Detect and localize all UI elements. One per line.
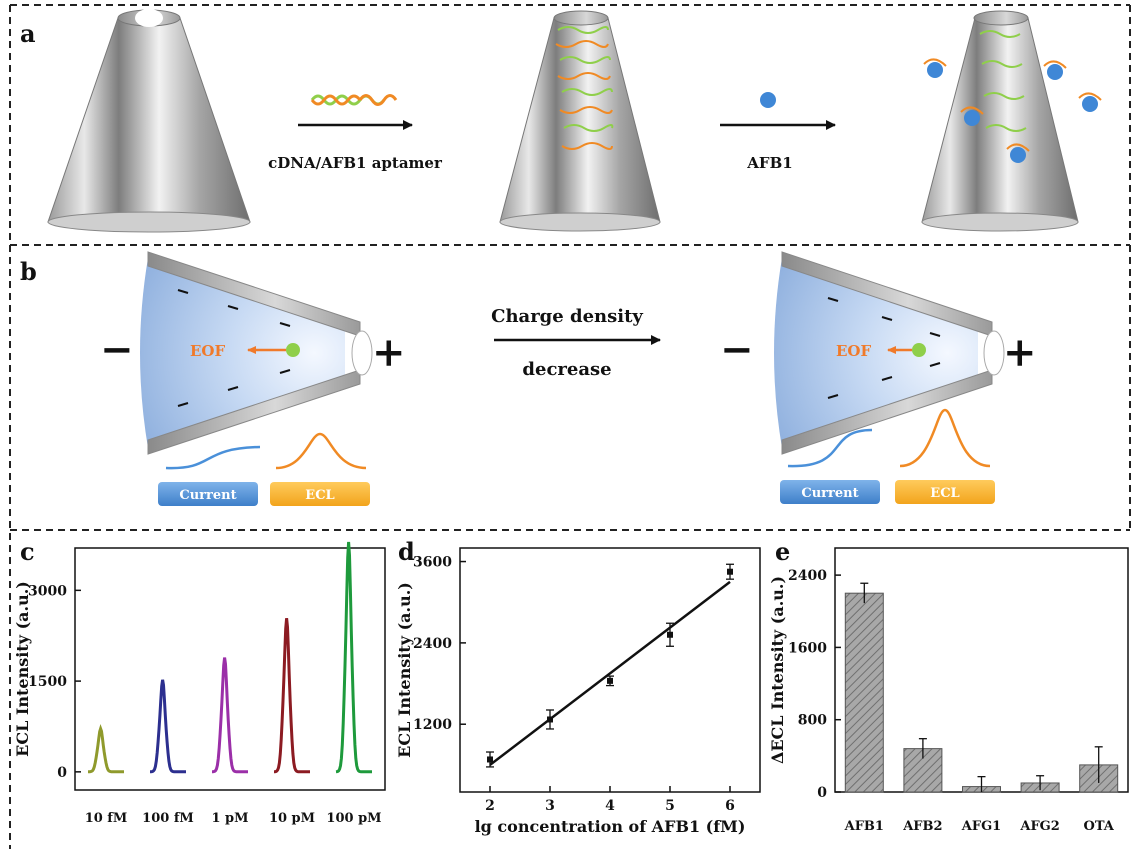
ecl-trace-1 [150,679,186,774]
ecl-trace-3 [274,618,310,774]
ecl-trace-right [899,408,991,468]
plot-frame-c [74,547,386,791]
category-label-e-0: AFB1 [844,819,884,834]
current-trace-right [787,428,873,468]
afb1-aptamer-complexes [923,58,1102,163]
concentration-label-1: 100 fM [142,811,194,826]
y-tick-label-e-2: 1600 [788,640,827,656]
x-axis-title-d: lg concentration of AFB1 (fM) [475,817,746,836]
y-tick-label-c-2: 3000 [28,583,67,599]
ecl-legend-left-text: ECL [305,488,334,503]
category-label-e-3: AFG2 [1019,819,1059,834]
y-tick-label-e-3: 2400 [788,568,827,584]
current-trace-left [165,445,261,470]
category-label-e-1: AFB2 [902,819,942,834]
arrow-charge-decrease: Charge density decrease [491,306,661,380]
nanochannel-bare [47,9,251,233]
y-tick-label-d-1: 2400 [413,636,452,652]
step-1-label: cDNA/AFB1 aptamer [268,154,443,172]
arrow-top-label: Charge density [491,306,643,327]
concentration-label-4: 100 pM [326,811,381,826]
concentration-label-3: 10 pM [269,811,315,826]
category-label-e-2: AFG1 [961,819,1001,834]
step-2-label: AFB1 [746,154,792,172]
x-tick-label-d-2: 4 [605,798,615,814]
data-point-d-3 [667,631,673,638]
ecl-trace-0 [88,723,124,774]
nanochannel-right [774,251,1005,455]
arrow-step-2: AFB1 [720,92,836,172]
y-tick-label-d-0: 1200 [413,717,452,733]
panel-c-letter: c [20,537,35,566]
x-tick-label-d-0: 2 [485,798,495,814]
ecl-legend-right-text: ECL [930,486,959,501]
current-legend-left-text: Current [179,488,236,503]
concentration-label-0: 10 fM [85,811,128,826]
current-legend-right [780,480,880,504]
panel-frame [9,4,1131,849]
cathode-minus-right: − [720,326,754,373]
nanochannel-afb1-bound [921,10,1102,232]
y-axis-title-c: ECL Intensity (a.u.) [13,581,32,757]
ecl-legend-left [270,482,370,506]
particle-left [286,343,300,357]
x-tick-label-d-1: 3 [545,798,555,814]
ecl-trace-2 [212,657,248,774]
panel-d-letter: d [398,537,415,566]
y-tick-label-e-0: 0 [817,785,827,801]
x-tick-label-d-3: 5 [665,798,675,814]
y-tick-label-d-2: 3600 [413,555,452,571]
panel-b-letter: b [20,257,37,286]
data-point-d-4 [727,568,733,575]
particle-right [912,343,926,357]
ecl-trace-4 [335,541,372,774]
y-tick-label-c-1: 1500 [28,674,67,690]
y-tick-label-c-0: 0 [57,765,67,781]
y-tick-label-e-1: 800 [798,713,827,729]
nanochannel-aptamer [499,10,661,232]
ecl-legend-right [895,480,995,504]
x-tick-label-d-4: 6 [725,798,735,814]
eof-label-right: EOF [836,342,871,360]
panel-a-letter: a [20,19,36,48]
data-point-d-0 [487,756,493,763]
ecl-trace-left [275,432,367,470]
eof-label-left: EOF [190,342,225,360]
current-legend-left [158,482,258,506]
fit-line [489,580,731,766]
arrow-bottom-label: decrease [522,359,611,380]
y-axis-title-e: ΔECL Intensity (a.u.) [768,576,787,764]
anode-plus-left: + [372,329,406,376]
data-point-d-2 [607,677,613,684]
panel-e-letter: e [775,537,790,566]
afb1-molecule-icon [760,92,776,108]
concentration-label-2: 1 pM [211,811,248,826]
data-point-d-1 [547,716,553,723]
y-axis-title-d: ECL Intensity (a.u.) [395,582,414,758]
anode-plus-right: + [1003,329,1037,376]
current-legend-right-text: Current [801,486,858,501]
chart-d-calibration: 2 3 4 5 6 1200 2400 3600 lg concentration of AFB… [395,547,761,836]
bar-0 [844,592,884,793]
arrow-step-1: cDNA/AFB1 aptamer [268,94,443,172]
cathode-minus-left: − [100,326,134,373]
category-label-e-4: OTA [1084,819,1115,834]
nanochannel-left [140,251,373,455]
plot-frame-d [459,547,761,793]
